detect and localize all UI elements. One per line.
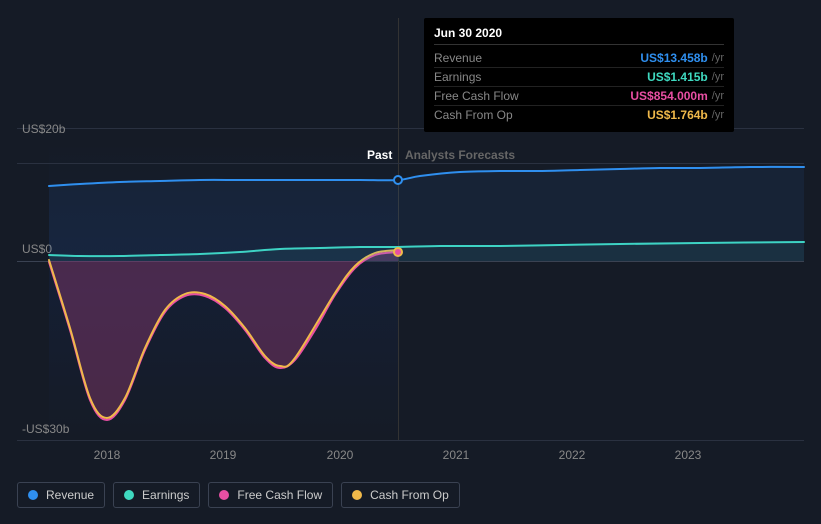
legend-label: Free Cash Flow bbox=[237, 488, 322, 502]
tooltip-row-2: Free Cash Flow US$854.000m/yr bbox=[434, 87, 724, 106]
tooltip-row-value: US$13.458b bbox=[640, 51, 707, 65]
tooltip-row-value: US$1.764b bbox=[647, 108, 708, 122]
tooltip-row-value: US$1.415b bbox=[647, 70, 708, 84]
tooltip-row-label: Earnings bbox=[434, 70, 481, 84]
legend-item-earnings[interactable]: Earnings bbox=[113, 482, 200, 508]
tooltip-row-value: US$854.000m bbox=[630, 89, 707, 103]
legend-label: Earnings bbox=[142, 488, 189, 502]
tooltip-row-unit: /yr bbox=[712, 109, 724, 121]
cursor-marker-0 bbox=[393, 175, 403, 185]
tooltip-row-unit: /yr bbox=[712, 90, 724, 102]
chart-legend: Revenue Earnings Free Cash Flow Cash From O… bbox=[17, 482, 460, 508]
legend-swatch bbox=[28, 490, 38, 500]
tooltip-row-label: Revenue bbox=[434, 51, 482, 65]
tooltip-row-label: Cash From Op bbox=[434, 108, 513, 122]
cfo-area bbox=[49, 250, 398, 418]
tooltip-row-unit: /yr bbox=[712, 71, 724, 83]
legend-swatch bbox=[352, 490, 362, 500]
tooltip-title: Jun 30 2020 bbox=[434, 26, 724, 45]
legend-label: Revenue bbox=[46, 488, 94, 502]
financial-chart: { "layout": { "width": 821, "height": 52… bbox=[0, 0, 821, 524]
legend-label: Cash From Op bbox=[370, 488, 449, 502]
legend-item-fcf[interactable]: Free Cash Flow bbox=[208, 482, 333, 508]
legend-item-revenue[interactable]: Revenue bbox=[17, 482, 105, 508]
tooltip-row-0: Revenue US$13.458b/yr bbox=[434, 49, 724, 68]
legend-swatch bbox=[124, 490, 134, 500]
tooltip-row-1: Earnings US$1.415b/yr bbox=[434, 68, 724, 87]
tooltip-row-3: Cash From Op US$1.764b/yr bbox=[434, 106, 724, 124]
legend-swatch bbox=[219, 490, 229, 500]
tooltip-row-label: Free Cash Flow bbox=[434, 89, 519, 103]
cursor-marker-1 bbox=[393, 247, 403, 257]
chart-tooltip: Jun 30 2020 RevenueUS$13.458b/yrEarnings… bbox=[424, 18, 734, 132]
tooltip-row-unit: /yr bbox=[712, 52, 724, 64]
legend-item-cfo[interactable]: Cash From Op bbox=[341, 482, 460, 508]
